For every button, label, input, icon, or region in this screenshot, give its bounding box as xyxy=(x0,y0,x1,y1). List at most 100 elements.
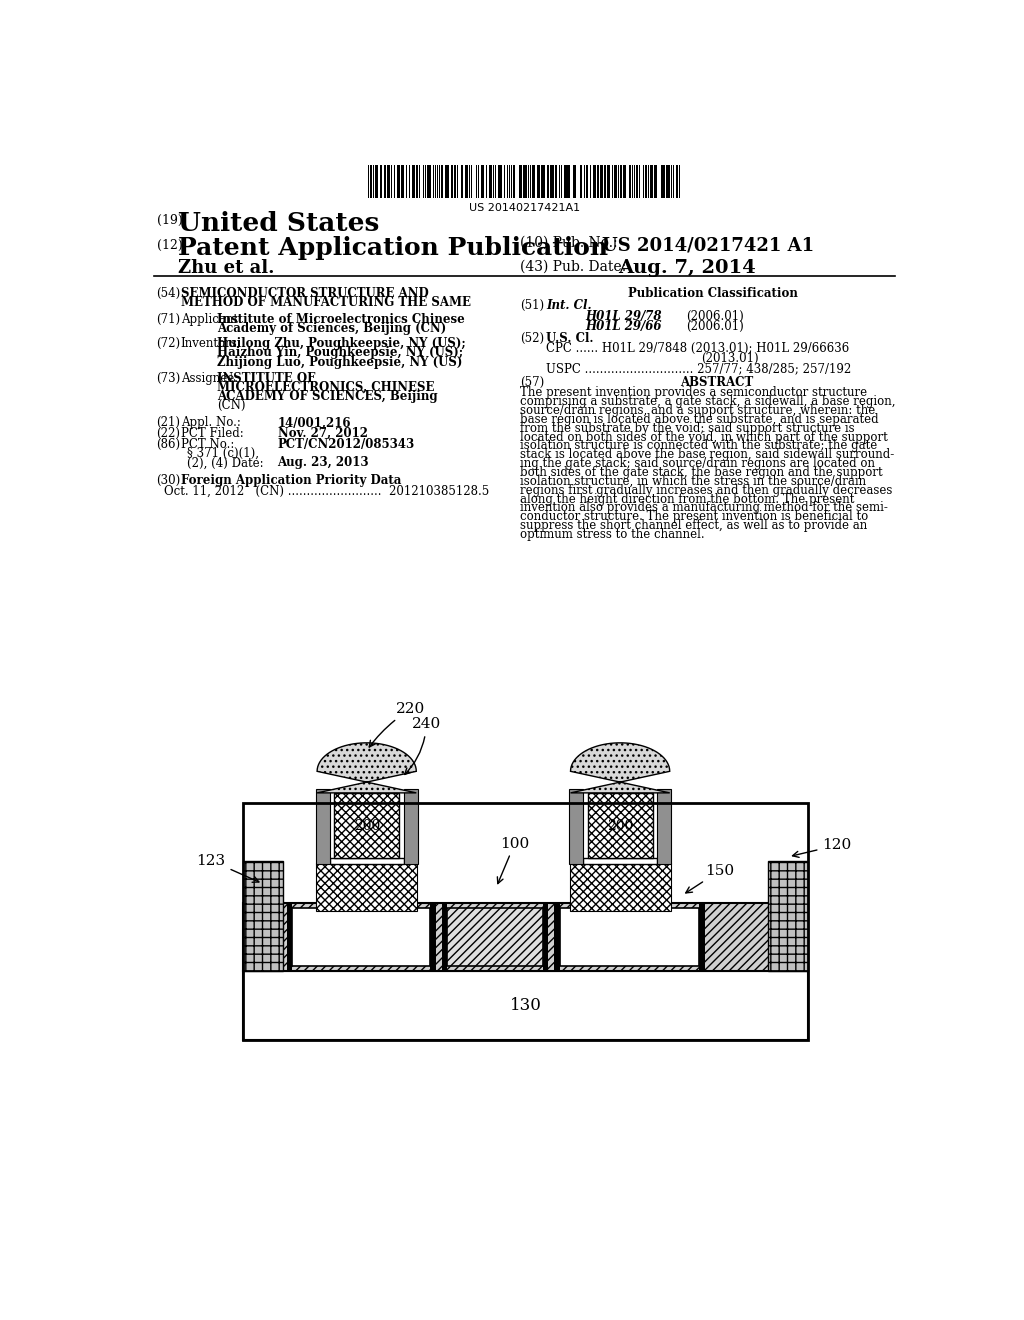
Text: 112: 112 xyxy=(347,929,376,944)
Text: INSTITUTE OF: INSTITUTE OF xyxy=(217,372,315,384)
Bar xyxy=(375,165,378,198)
Bar xyxy=(624,165,627,198)
Bar xyxy=(597,165,599,198)
Bar xyxy=(523,165,525,198)
Bar xyxy=(636,165,638,198)
Text: (22): (22) xyxy=(156,428,180,440)
Text: US 20140217421A1: US 20140217421A1 xyxy=(469,203,581,213)
Text: The present invention provides a semiconductor structure: The present invention provides a semicon… xyxy=(520,387,867,400)
Text: METHOD OF MANUFACTURING THE SAME: METHOD OF MANUFACTURING THE SAME xyxy=(180,296,471,309)
Bar xyxy=(330,858,403,865)
Bar xyxy=(373,165,375,198)
Bar xyxy=(438,165,440,198)
Bar xyxy=(567,165,569,198)
Bar xyxy=(334,793,399,858)
Text: US 2014/0217421 A1: US 2014/0217421 A1 xyxy=(602,236,814,255)
Bar xyxy=(511,165,512,198)
Text: from the substrate by the void; said support structure is: from the substrate by the void; said sup… xyxy=(520,422,855,434)
Bar xyxy=(543,903,548,970)
Text: MICROELECTRONICS, CHINESE: MICROELECTRONICS, CHINESE xyxy=(217,381,434,393)
PathPatch shape xyxy=(317,743,417,793)
Text: 220: 220 xyxy=(370,702,426,747)
Bar xyxy=(499,165,502,198)
Text: Publication Classification: Publication Classification xyxy=(628,286,798,300)
Text: United States: United States xyxy=(178,211,380,236)
Text: (12): (12) xyxy=(158,239,183,252)
Text: comprising a substrate, a gate stack, a sidewall, a base region,: comprising a substrate, a gate stack, a … xyxy=(520,395,896,408)
Bar xyxy=(768,861,809,970)
Text: 112: 112 xyxy=(614,929,644,944)
Bar xyxy=(380,165,382,198)
Bar xyxy=(452,165,453,198)
Bar xyxy=(413,165,415,198)
Text: Institute of Microelectronics Chinese: Institute of Microelectronics Chinese xyxy=(217,313,465,326)
Text: U.S. Cl.: U.S. Cl. xyxy=(547,331,594,345)
Text: Zhu et al.: Zhu et al. xyxy=(178,259,274,277)
Bar xyxy=(699,903,705,970)
Text: 130: 130 xyxy=(510,997,542,1014)
Bar xyxy=(370,165,372,198)
Text: H01L 29/78: H01L 29/78 xyxy=(586,310,662,323)
Text: invention also provides a manufacturing method for the semi-: invention also provides a manufacturing … xyxy=(520,502,888,515)
Bar xyxy=(445,165,446,198)
Text: (2), (4) Date:: (2), (4) Date: xyxy=(187,457,263,470)
Bar xyxy=(580,165,583,198)
Bar xyxy=(617,165,620,198)
Text: Int. Cl.: Int. Cl. xyxy=(547,300,592,313)
Bar xyxy=(518,165,521,198)
Text: Academy of Sciences, Beijing (CN): Academy of Sciences, Beijing (CN) xyxy=(217,322,446,335)
Text: H01L 29/66: H01L 29/66 xyxy=(586,321,662,333)
Text: (54): (54) xyxy=(156,286,180,300)
Text: ABSTRACT: ABSTRACT xyxy=(680,376,754,388)
Text: suppress the short channel effect, as well as to provide an: suppress the short channel effect, as we… xyxy=(520,519,867,532)
Bar xyxy=(662,165,664,198)
Bar xyxy=(243,861,283,970)
Text: (2013.01): (2013.01) xyxy=(701,352,759,366)
Text: Zhijiong Luo, Poughkeepsie, NY (US): Zhijiong Luo, Poughkeepsie, NY (US) xyxy=(217,355,463,368)
Bar xyxy=(657,789,672,865)
Bar xyxy=(430,903,435,970)
Text: isolation structure, in which the stress in the source/drain: isolation structure, in which the stress… xyxy=(520,475,866,488)
Text: ing the gate stack; said source/drain regions are located on: ing the gate stack; said source/drain re… xyxy=(520,457,876,470)
Bar xyxy=(538,165,540,198)
Text: 14/001,216: 14/001,216 xyxy=(278,416,351,429)
Bar xyxy=(432,165,434,198)
Bar xyxy=(649,165,652,198)
Bar xyxy=(441,165,443,198)
Bar xyxy=(569,789,583,865)
Text: base region is located above the substrate, and is separated: base region is located above the substra… xyxy=(520,413,879,426)
Bar xyxy=(316,863,417,911)
Bar xyxy=(569,863,671,911)
PathPatch shape xyxy=(570,743,670,793)
Text: (72): (72) xyxy=(156,337,180,350)
Text: 150: 150 xyxy=(686,863,734,892)
Bar xyxy=(629,165,631,198)
Bar xyxy=(427,165,429,198)
Text: both sides of the gate stack, the base region and the support: both sides of the gate stack, the base r… xyxy=(520,466,883,479)
Bar xyxy=(583,858,657,865)
Bar xyxy=(560,908,699,966)
Bar xyxy=(292,908,430,966)
Bar xyxy=(384,165,386,198)
Text: 240: 240 xyxy=(404,717,441,775)
Bar xyxy=(528,165,529,198)
Text: stack is located above the base region, said sidewall surround-: stack is located above the base region, … xyxy=(520,449,894,461)
Text: Appl. No.:: Appl. No.: xyxy=(180,416,241,429)
Text: Aug. 7, 2014: Aug. 7, 2014 xyxy=(617,259,756,277)
Bar xyxy=(564,165,566,198)
Bar xyxy=(435,165,436,198)
Text: (71): (71) xyxy=(156,313,180,326)
Text: 123: 123 xyxy=(197,854,259,882)
Text: SEMICONDUCTOR STRUCTURE AND: SEMICONDUCTOR STRUCTURE AND xyxy=(180,286,428,300)
Bar xyxy=(604,165,606,198)
Text: regions first gradually increases and then gradually decreases: regions first gradually increases and th… xyxy=(520,483,893,496)
Text: (30): (30) xyxy=(156,474,180,487)
Text: source/drain regions, and a support structure, wherein: the: source/drain regions, and a support stru… xyxy=(520,404,876,417)
Bar xyxy=(409,165,410,198)
Text: Patent Application Publication: Patent Application Publication xyxy=(178,236,608,260)
Text: Inventors:: Inventors: xyxy=(180,337,242,350)
Text: Oct. 11, 2012   (CN) .........................  201210385128.5: Oct. 11, 2012 (CN) .....................… xyxy=(164,484,488,498)
Bar xyxy=(639,165,640,198)
Bar xyxy=(654,165,657,198)
Text: 200: 200 xyxy=(607,818,633,833)
